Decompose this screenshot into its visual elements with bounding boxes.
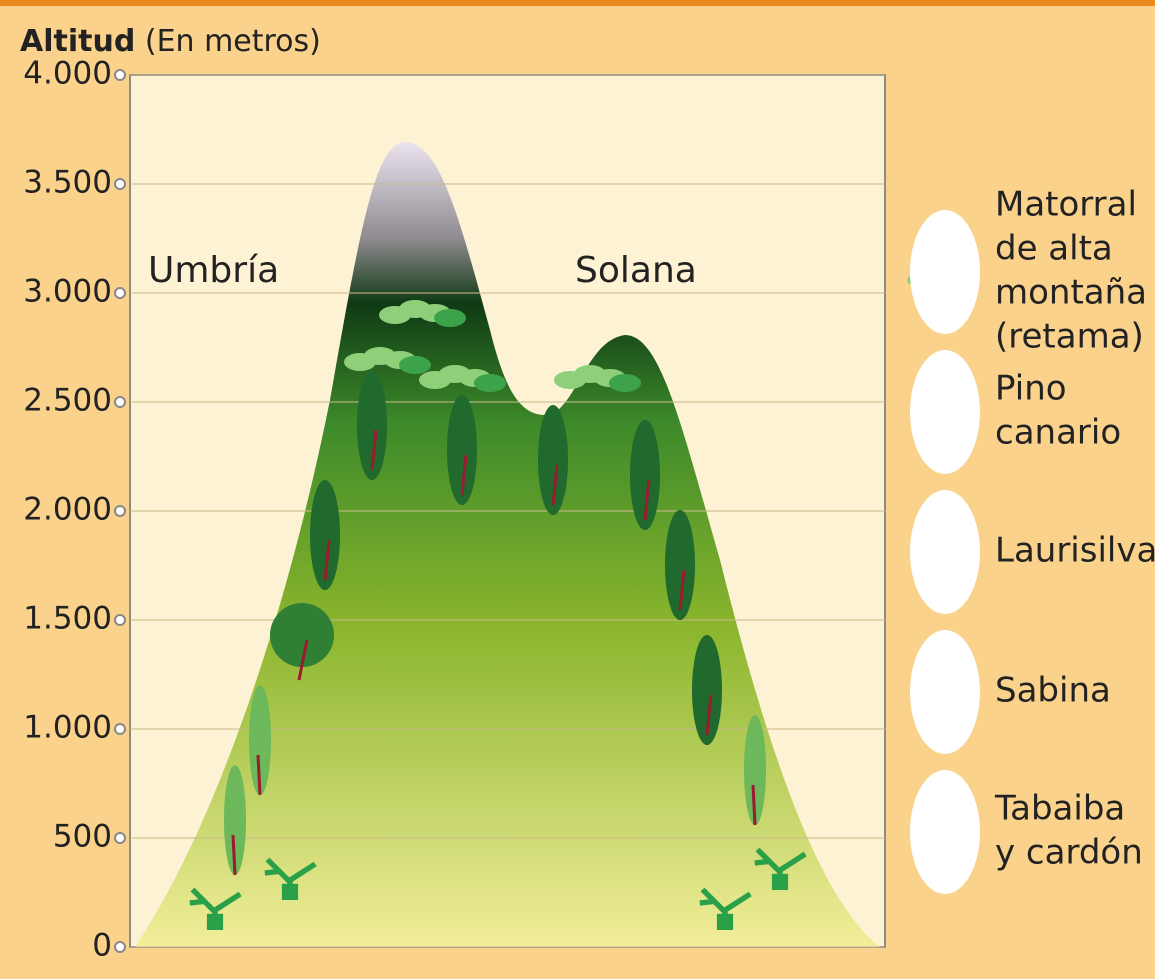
tick-mark — [115, 615, 125, 625]
y-tick-label: 3.500 — [23, 165, 112, 201]
y-tick-label: 3.000 — [23, 274, 112, 310]
tick-mark — [115, 724, 125, 734]
tick-mark — [115, 833, 125, 843]
top-rule — [0, 0, 1155, 6]
tick-mark — [115, 397, 125, 407]
tabaiba-base — [282, 884, 298, 900]
legend-icon-bg — [910, 630, 980, 754]
tick-mark — [115, 70, 125, 80]
retama — [399, 356, 431, 374]
legend-label: Sabina — [995, 671, 1111, 711]
retama — [474, 374, 506, 392]
page: {"axis":{"title":"Altitud","unit":"(En m… — [0, 0, 1155, 979]
tick-mark — [115, 179, 125, 189]
legend-icon-bg — [910, 490, 980, 614]
axis-unit: (En metros) — [145, 24, 321, 59]
legend-label: Matorral — [995, 185, 1137, 225]
y-tick-label: 500 — [53, 819, 112, 855]
legend-label: montaña — [995, 273, 1147, 313]
tick-mark — [115, 506, 125, 516]
legend-icon-bg — [910, 350, 980, 474]
legend-icon-bg — [910, 210, 980, 334]
legend-label: y cardón — [995, 833, 1143, 873]
tick-mark — [115, 288, 125, 298]
legend-icon-bg — [910, 770, 980, 894]
legend-label: Tabaiba — [994, 789, 1125, 829]
side-label: Solana — [575, 250, 697, 291]
retama — [609, 374, 641, 392]
side-label: Umbría — [148, 250, 279, 291]
trunk — [233, 835, 235, 875]
tick-mark — [115, 942, 125, 952]
y-tick-label: 4.000 — [23, 56, 112, 92]
retama — [434, 309, 466, 327]
trunk — [753, 785, 755, 825]
y-tick-label: 0 — [92, 928, 112, 964]
axis-title-bold: Altitud — [20, 24, 135, 59]
y-tick-label: 1.500 — [23, 601, 112, 637]
legend-label: de alta — [995, 229, 1113, 269]
legend-label: canario — [995, 413, 1121, 453]
y-tick-label: 2.500 — [23, 383, 112, 419]
axis-title: Altitud (En metros) — [20, 24, 321, 59]
y-tick-label: 2.000 — [23, 492, 112, 528]
tabaiba-base — [207, 914, 223, 930]
tabaiba-base — [717, 914, 733, 930]
legend-label: Laurisilva — [995, 531, 1155, 571]
legend-label: Pino — [995, 369, 1067, 409]
y-tick-label: 1.000 — [23, 710, 112, 746]
diagram: Altitud (En metros) Umbría Solana 0 500 1.… — [0, 0, 1155, 979]
trunk — [258, 755, 260, 795]
tabaiba-base — [772, 874, 788, 890]
legend-label: (retama) — [995, 317, 1144, 357]
